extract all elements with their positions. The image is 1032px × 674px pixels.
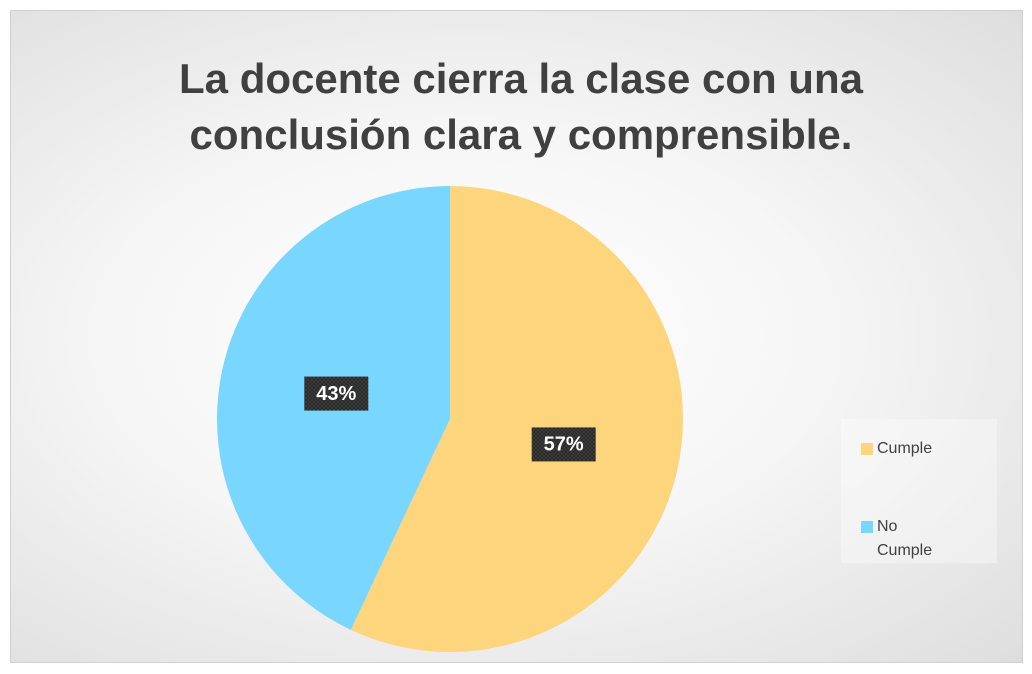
legend-entry: Cumple bbox=[861, 437, 947, 461]
legend-label: Cumple bbox=[877, 440, 933, 457]
legend: Cumple No Cumple bbox=[841, 419, 997, 563]
chart: 57% 43% bbox=[217, 186, 684, 652]
data-label-box bbox=[531, 427, 596, 462]
legend-swatch bbox=[861, 521, 873, 533]
data-label: 57% bbox=[544, 434, 584, 456]
legend-swatch bbox=[861, 443, 873, 455]
legend-label: No Cumple bbox=[877, 518, 933, 559]
pie-slice bbox=[350, 186, 684, 652]
data-label-box bbox=[304, 376, 369, 411]
chart-frame: 57% 43% La docente cierra la clase con un… bbox=[10, 10, 1023, 663]
legend-entry: No Cumple bbox=[861, 515, 947, 563]
data-label: 43% bbox=[316, 383, 356, 405]
chart-title: La docente cierra la clase con una concl… bbox=[179, 55, 863, 158]
